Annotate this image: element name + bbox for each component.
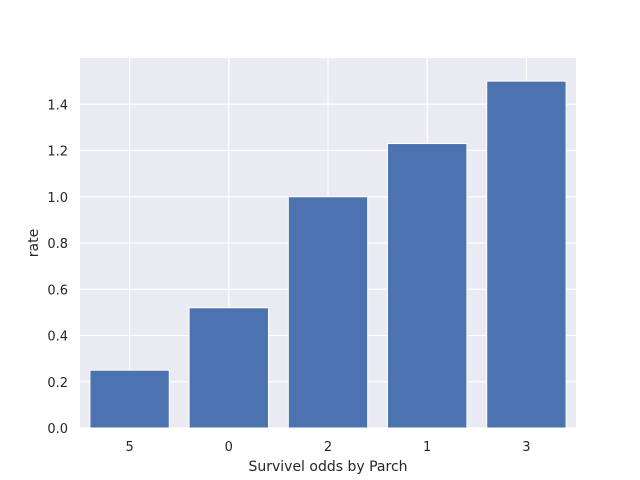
y-tick-label: 0.4: [47, 330, 68, 345]
y-tick-label: 1.4: [47, 98, 68, 113]
bar-3: [486, 80, 567, 429]
y-tick-label: 0.6: [47, 283, 68, 298]
x-axis-label: Survivel odds by Parch: [248, 459, 407, 475]
x-tick-label: 5: [125, 440, 133, 455]
y-tick-label: 1.0: [47, 191, 68, 206]
x-tick-labels: 5 0 2 1 3: [125, 440, 530, 455]
y-tick-label: 1.2: [47, 145, 68, 160]
y-tick-labels: 0.0 0.2 0.4 0.6 0.8 1.0 1.2 1.4: [47, 98, 68, 437]
y-tick-label: 0.0: [47, 422, 68, 437]
bar-5: [89, 369, 170, 429]
x-tick-label: 0: [225, 440, 233, 455]
x-tick-label: 3: [522, 440, 530, 455]
bar-1: [387, 143, 468, 429]
bars: [89, 80, 567, 429]
y-tick-label: 0.8: [47, 237, 68, 252]
x-tick-label: 1: [423, 440, 431, 455]
y-axis-label: rate: [26, 229, 42, 257]
bar-2: [287, 196, 369, 429]
y-tick-label: 0.2: [47, 376, 68, 391]
bar-0: [188, 307, 269, 429]
x-tick-label: 2: [324, 440, 332, 455]
